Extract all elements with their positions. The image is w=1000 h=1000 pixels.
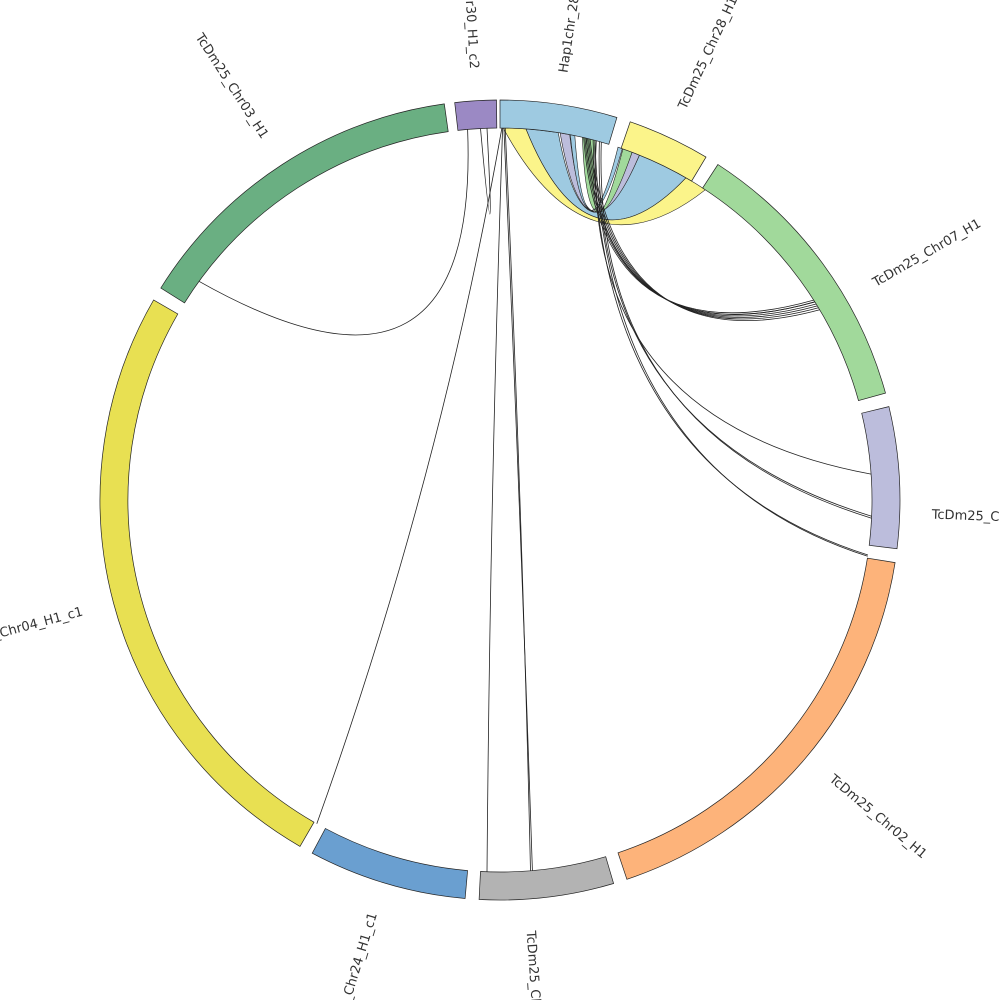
link-loop-1 — [480, 128, 491, 215]
link-layer — [198, 127, 872, 872]
segment-label-1: TcDm25_Chr28_H1 — [675, 0, 741, 113]
link-chr07-0 — [583, 137, 814, 314]
segment-label-7: _Chr04_H1_c1 — [0, 605, 85, 644]
link-lav-1 — [595, 140, 872, 475]
segment-1 — [620, 121, 707, 182]
segment-5 — [478, 856, 615, 901]
link-lav-3 — [600, 142, 872, 519]
link-grey-1 — [503, 127, 533, 871]
segment-4 — [617, 557, 896, 880]
segment-label-6: 25_Chr24_H1_c1 — [335, 911, 381, 1000]
segment-3 — [861, 406, 901, 550]
link-chr02-2 — [594, 140, 868, 557]
segment-label-2: TcDm25_Chr07_H1 — [869, 216, 983, 291]
segment-6 — [311, 828, 468, 899]
link-chr02-1 — [592, 139, 869, 556]
segment-label-4: TcDm25_Chr02_H1 — [825, 771, 929, 862]
segment-label-8: TcDm25_Chr03_H1 — [191, 30, 271, 142]
segment-label-9: hr30_H1_c2 — [461, 0, 481, 69]
link-chr03-1 — [198, 129, 469, 336]
link-chr04-1 — [316, 127, 503, 824]
link-chr07-orange — [585, 138, 815, 315]
segment-label-3: TcDm25_Chr — [930, 508, 1000, 526]
link-grey-2 — [504, 127, 531, 871]
segment-layer — [99, 99, 901, 901]
segment-0 — [499, 99, 618, 145]
segment-8 — [160, 103, 449, 304]
segment-2 — [702, 164, 886, 402]
segment-7 — [99, 299, 315, 847]
segment-label-5: TcDm25_Ch — [523, 929, 543, 1000]
link-chr24-1 — [486, 127, 503, 872]
ribbon-blue-small — [569, 134, 623, 211]
segment-9 — [454, 99, 498, 131]
segment-label-0: Hap1chr_28 — [556, 0, 582, 74]
